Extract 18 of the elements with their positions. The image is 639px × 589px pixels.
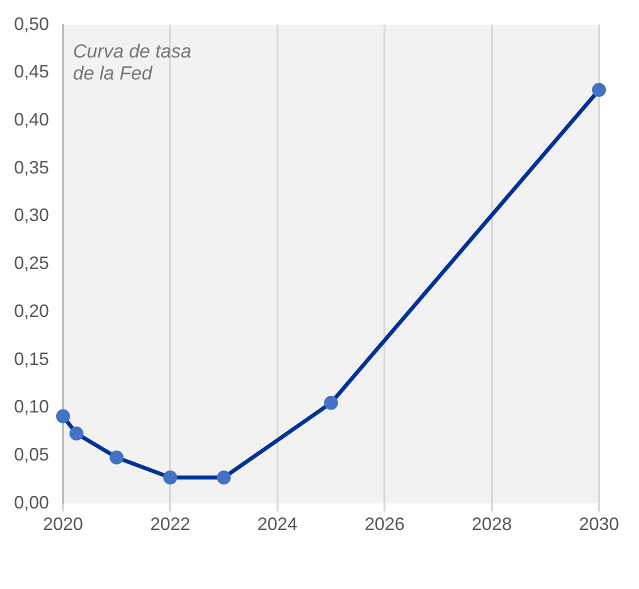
annotation: Curva de tasa de la Fed xyxy=(73,42,192,85)
y-tick-label: 0,35 xyxy=(14,157,50,178)
y-tick-label: 0,15 xyxy=(14,348,50,369)
y-tick-label: 0,20 xyxy=(14,300,50,321)
x-tick-label: 2030 xyxy=(578,514,620,534)
y-tick-label: 0,45 xyxy=(14,62,50,82)
x-tick-label: 2022 xyxy=(150,514,190,534)
y-tick-label: 0,00 xyxy=(14,492,50,512)
y-tick-label: 0,10 xyxy=(14,396,50,417)
y-tick-label: 0,50 xyxy=(14,14,50,34)
y-tick-label: 0,40 xyxy=(14,109,50,130)
x-tick-label: 2028 xyxy=(472,514,512,534)
y-tick-label: 0,30 xyxy=(14,205,50,226)
y-tick-label: 0,25 xyxy=(14,253,50,274)
x-tick-label: 2026 xyxy=(364,514,405,534)
x-tick-label: 2024 xyxy=(257,514,298,534)
x-tick-label: 2020 xyxy=(43,514,84,534)
y-tick-label: 0,05 xyxy=(14,444,50,465)
